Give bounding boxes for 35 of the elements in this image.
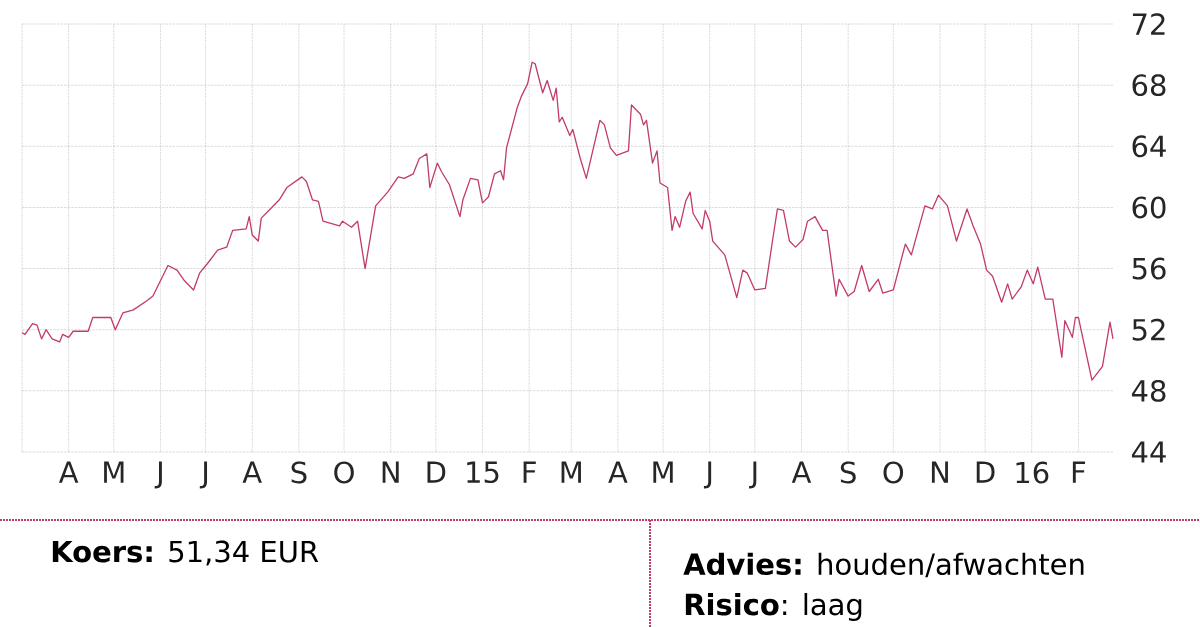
x-tick-label: F [523, 461, 536, 483]
x-tick-label: F [1072, 461, 1086, 483]
x-tick-label: M [561, 461, 581, 483]
x-tick-label: A [608, 461, 628, 483]
y-tick-label: 56 [1132, 257, 1166, 280]
x-tick-label: A [791, 461, 812, 483]
y-tick-label: 60 [1132, 196, 1166, 219]
x-tick-label: J [199, 461, 208, 489]
x-tick-label: O [883, 461, 904, 484]
text: Advies: houden/afwachten [683, 552, 1084, 578]
x-tick-label: M [104, 461, 124, 483]
x-tick-label: A [58, 461, 79, 483]
x-tick-label: D [427, 461, 446, 483]
x-tick-label: J [749, 461, 757, 489]
x-tick-label: A [242, 461, 262, 483]
x-tick-label: J [703, 461, 712, 489]
y-tick-label: 44 [1131, 441, 1166, 463]
x-tick-label: M [653, 461, 673, 483]
x-tick-label: D [976, 461, 995, 483]
y-tick-label: 48 [1131, 379, 1166, 402]
y-tick-label: 68 [1132, 74, 1166, 97]
x-tick-label: S [840, 461, 856, 484]
x-tick-label: J [154, 461, 162, 489]
y-tick-label: 72 [1132, 13, 1165, 35]
x-tick-label: S [291, 461, 307, 484]
line-series [21, 61, 1114, 381]
x-tick-label: N [382, 461, 399, 483]
x-tick-label: N [931, 461, 948, 483]
y-tick-label: 52 [1132, 318, 1165, 341]
x-tick-label: 15 [467, 461, 499, 484]
text: Koers: 51,34 EUR [52, 540, 319, 566]
x-tick-label: 16 [1016, 461, 1049, 484]
x-tick-label: O [334, 461, 354, 484]
text: Risico: laag [685, 592, 862, 622]
y-tick-label: 64 [1132, 135, 1166, 158]
